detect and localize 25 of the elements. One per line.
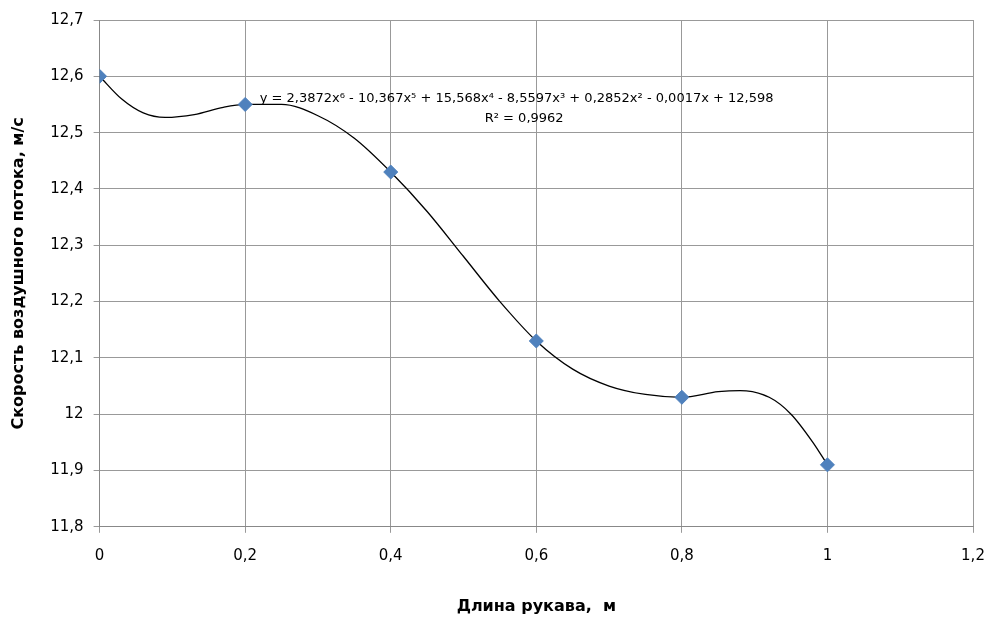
x-tick-label: 0: [94, 545, 105, 564]
point: [674, 389, 690, 405]
x-tick-label: 0,8: [669, 545, 694, 564]
y-tick-label: 12: [64, 404, 84, 423]
y-tick-label: 12,7: [50, 9, 84, 28]
y-tick-label: 12,4: [50, 178, 84, 197]
x-tick-label: 0,2: [233, 545, 258, 564]
y-tick-label: 12,3: [50, 235, 84, 254]
y-tick-label: 12,5: [50, 122, 84, 141]
y-axis-title: Скорость воздушного потока, м/с: [7, 117, 27, 430]
y-tick-label: 12,2: [50, 291, 84, 310]
x-tick-label: 1,2: [961, 545, 985, 564]
y-tick-label: 12,1: [50, 347, 84, 366]
x-tick-label: 0,6: [524, 545, 549, 564]
x-tick-label: 0,4: [378, 545, 403, 564]
point: [819, 457, 835, 473]
point: [528, 333, 544, 349]
y-tick-label: 11,8: [50, 516, 84, 535]
point: [383, 164, 399, 180]
x-axis-title: Длина рукава, м: [456, 595, 616, 615]
x-tick-label: 1: [822, 545, 833, 564]
point: [237, 96, 253, 112]
y-tick-label: 12,6: [50, 66, 84, 85]
y-tick-label: 11,9: [50, 460, 84, 479]
annotation: R² = 0,9962: [484, 110, 564, 126]
